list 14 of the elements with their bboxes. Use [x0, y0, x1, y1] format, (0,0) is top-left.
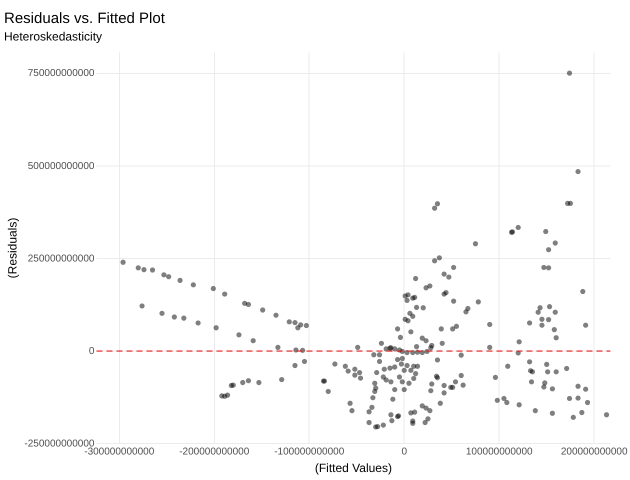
x-tick-label: -100000000000: [274, 446, 345, 458]
y-axis-title: (Residuals): [6, 218, 20, 278]
x-tick-label: 200000000000: [560, 446, 628, 458]
y-tick-label: 500000000000: [28, 160, 95, 172]
x-tick-label: -300000000000: [84, 446, 155, 458]
y-tick-label: 750000000000: [28, 68, 95, 80]
chart-subtitle: Heteroskedasticity: [4, 30, 102, 44]
y-tick-label: 250000000000: [28, 253, 95, 264]
x-axis-title: (Fitted Values): [314, 461, 392, 476]
x-tick-label: 0: [401, 446, 408, 458]
chart-title: Residuals vs. Fitted Plot: [4, 10, 166, 28]
y-tick-label: 0: [88, 346, 95, 357]
x-tick-label: -200000000000: [179, 446, 250, 458]
x-tick-label: 100000000000: [466, 446, 534, 458]
